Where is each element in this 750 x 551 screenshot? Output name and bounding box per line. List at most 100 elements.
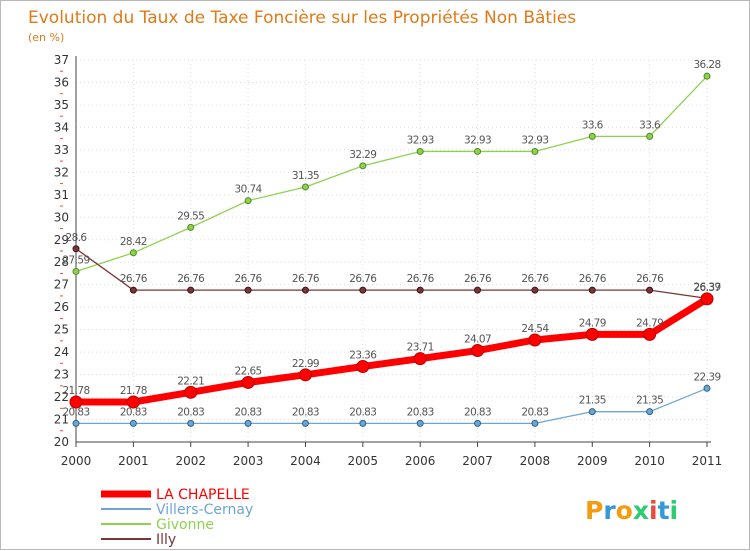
- data-point-illy: [301, 286, 309, 294]
- data-point-givonne: [531, 147, 539, 155]
- legend-label-la-chapelle: LA CHAPELLE: [156, 487, 250, 503]
- series-line-givonne: [75, 75, 708, 273]
- x-tick-label: 2010: [634, 454, 665, 468]
- data-point-givonne: [359, 162, 367, 170]
- data-point-villers-cernay: [588, 408, 596, 416]
- data-point-villers-cernay: [359, 419, 367, 427]
- data-label-villers-cernay: 20.83: [120, 406, 147, 418]
- data-label-givonne: 30.74: [235, 184, 263, 196]
- chart-title: Evolution du Taux de Taxe Foncière sur l…: [28, 8, 576, 28]
- data-point-illy: [588, 286, 596, 294]
- y-tick-label: 28: [54, 255, 69, 269]
- data-point-villers-cernay: [72, 419, 80, 427]
- proxiti-logo: Proxiti: [585, 496, 678, 525]
- data-label-villers-cernay: 20.83: [407, 406, 434, 418]
- data-point-la-chapelle: [643, 327, 657, 341]
- data-label-givonne: 28.42: [120, 236, 147, 248]
- data-point-illy: [244, 286, 252, 294]
- x-tick-label: 2009: [577, 454, 608, 468]
- y-tick-label: 29: [54, 233, 69, 247]
- chart-subtitle: (en %): [28, 31, 64, 44]
- data-label-villers-cernay: 21.35: [636, 395, 663, 407]
- data-label-illy: 26.76: [177, 273, 205, 285]
- x-tick-label: 2001: [118, 454, 149, 468]
- data-point-givonne: [474, 147, 482, 155]
- data-label-la-chapelle: 22.65: [235, 365, 262, 377]
- data-label-villers-cernay: 20.83: [235, 406, 262, 418]
- data-label-givonne: 32.93: [464, 134, 491, 146]
- data-label-illy: 26.76: [120, 273, 148, 285]
- data-label-la-chapelle: 21.78: [120, 385, 147, 397]
- data-point-la-chapelle: [585, 327, 599, 341]
- legend-label-villers-cernay: Villers-Cernay: [156, 502, 253, 518]
- x-tick-label: 2008: [520, 454, 551, 468]
- legend-label-givonne: Givonne: [156, 517, 214, 533]
- y-tick-label: 22: [54, 390, 69, 404]
- x-tick-label: 2006: [405, 454, 436, 468]
- data-point-villers-cernay: [301, 419, 309, 427]
- legend-label-illy: Illy: [156, 532, 176, 548]
- series-lines: [69, 72, 714, 427]
- data-label-villers-cernay: 22.39: [693, 371, 720, 383]
- x-tick-label: 2007: [462, 454, 493, 468]
- y-tick-label: 21: [54, 413, 69, 427]
- y-tick-label: 30: [54, 210, 69, 224]
- data-label-villers-cernay: 21.35: [579, 395, 606, 407]
- y-tick-label: 35: [54, 98, 69, 112]
- data-point-villers-cernay: [244, 419, 252, 427]
- data-point-villers-cernay: [703, 384, 711, 392]
- data-point-illy: [416, 286, 424, 294]
- data-point-la-chapelle: [69, 395, 83, 409]
- data-point-illy: [129, 286, 137, 294]
- y-tick-label: 34: [54, 120, 69, 134]
- x-tick-label: 2000: [61, 454, 92, 468]
- data-label-illy: 26.76: [521, 273, 549, 285]
- grid-lines: [75, 59, 708, 442]
- data-labels: 20.83 20.83 20.83 20.83 20.83 20.83 20.83 20.83…: [62, 59, 721, 418]
- data-label-la-chapelle: 22.99: [292, 358, 319, 370]
- data-label-la-chapelle: 23.36: [349, 349, 377, 361]
- data-label-illy: 26.76: [464, 273, 492, 285]
- data-point-villers-cernay: [187, 419, 195, 427]
- data-label-la-chapelle: 23.71: [407, 342, 434, 354]
- data-point-villers-cernay: [646, 408, 654, 416]
- data-label-givonne: 36.28: [693, 59, 720, 71]
- x-tick-label: 2003: [233, 454, 264, 468]
- data-point-illy: [72, 245, 80, 253]
- data-point-illy: [474, 286, 482, 294]
- data-point-la-chapelle: [298, 368, 312, 382]
- data-point-givonne: [588, 132, 596, 140]
- data-label-la-chapelle: 22.21: [177, 375, 204, 387]
- data-label-la-chapelle: 26.37: [693, 282, 720, 294]
- data-label-givonne: 32.93: [521, 134, 548, 146]
- y-tick-label: 25: [54, 323, 69, 337]
- y-tick-label: 26: [54, 300, 69, 314]
- y-tick-label: 37: [54, 53, 69, 67]
- data-point-givonne: [301, 183, 309, 191]
- data-label-la-chapelle: 24.54: [521, 323, 549, 335]
- data-point-givonne: [646, 132, 654, 140]
- data-point-villers-cernay: [416, 419, 424, 427]
- data-label-villers-cernay: 20.83: [349, 406, 376, 418]
- data-label-givonne: 32.93: [407, 134, 434, 146]
- x-tick-label: 2002: [175, 454, 206, 468]
- data-label-villers-cernay: 20.83: [62, 406, 89, 418]
- data-point-givonne: [129, 249, 137, 257]
- data-point-la-chapelle: [184, 385, 198, 399]
- y-tick-label: 36: [54, 75, 69, 89]
- data-point-la-chapelle: [241, 375, 255, 389]
- data-label-illy: 26.76: [407, 273, 435, 285]
- data-point-la-chapelle: [126, 395, 140, 409]
- data-point-la-chapelle: [413, 352, 427, 366]
- data-label-illy: 26.76: [636, 273, 664, 285]
- y-tick-label: 24: [54, 345, 69, 359]
- data-point-illy: [359, 286, 367, 294]
- data-label-illy: 26.39: [693, 281, 720, 293]
- data-label-givonne: 31.35: [292, 170, 319, 182]
- data-label-la-chapelle: 24.79: [636, 317, 663, 329]
- data-point-givonne: [703, 72, 711, 80]
- data-label-la-chapelle: 24.07: [464, 334, 491, 346]
